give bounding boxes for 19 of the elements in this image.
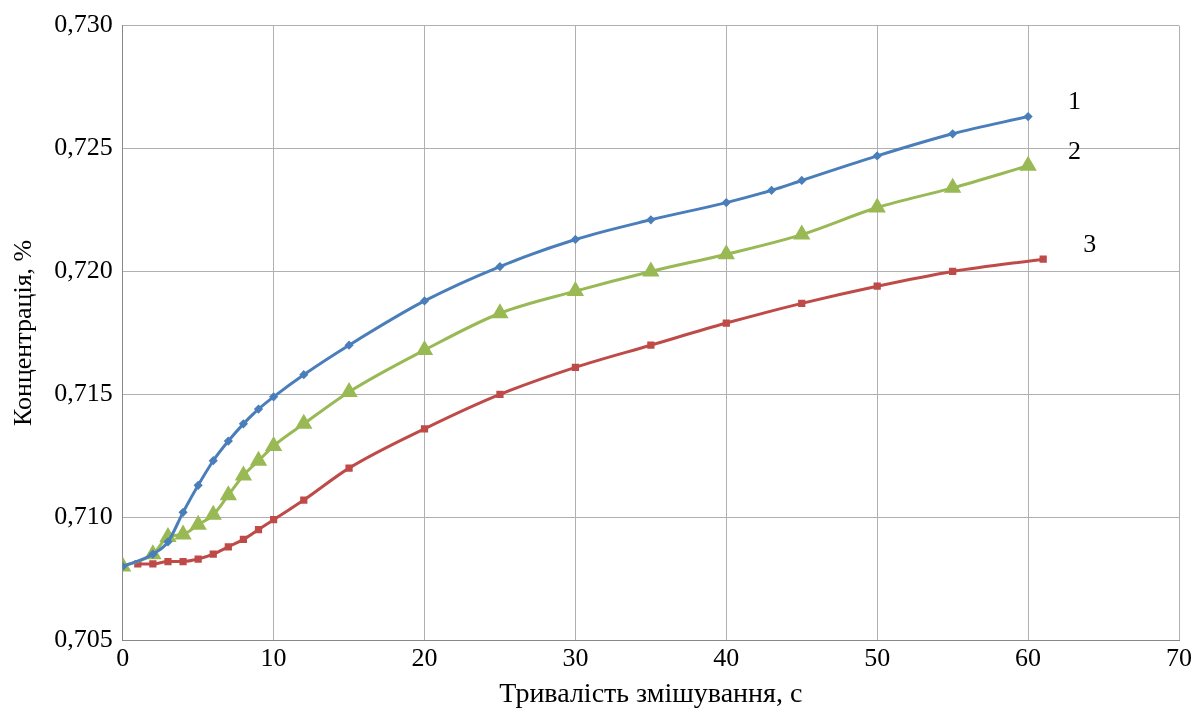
x-tick-label: 60: [1015, 642, 1042, 672]
x-tick-label: 70: [1166, 642, 1192, 672]
series-label: 2: [1068, 135, 1082, 165]
y-tick-label: 0,725: [54, 132, 113, 162]
x-axis-title: Тривалість змішування, с: [499, 676, 803, 708]
x-tick-label: 0: [116, 642, 130, 672]
series-label: 1: [1068, 86, 1082, 116]
x-tick-label: 40: [713, 642, 740, 672]
x-tick-label: 10: [260, 642, 287, 672]
x-tick-label: 30: [562, 642, 589, 672]
x-tick-label: 50: [864, 642, 891, 672]
y-tick-label: 0,710: [54, 501, 113, 531]
y-tick-label: 0,705: [54, 624, 113, 654]
x-tick-label: 20: [411, 642, 438, 672]
y-tick-label: 0,715: [54, 378, 113, 408]
y-tick-label: 0,720: [54, 255, 113, 285]
y-axis-title: Концентрація, %: [8, 239, 38, 427]
series-label: 3: [1083, 228, 1097, 258]
y-tick-label: 0,730: [54, 9, 113, 39]
